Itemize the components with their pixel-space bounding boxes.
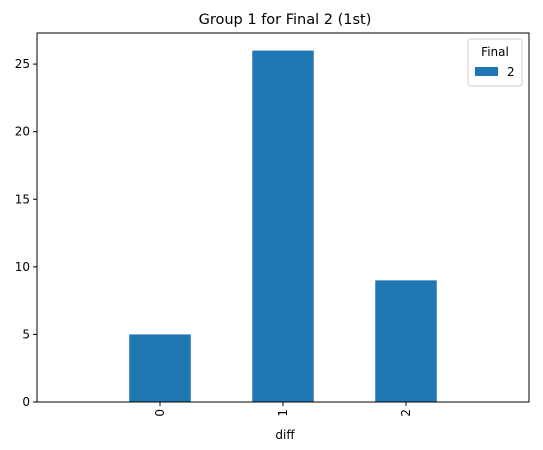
y-tick-label: 20	[15, 125, 30, 139]
x-tick-label: 2	[399, 409, 413, 417]
x-tick-label: 0	[153, 409, 167, 417]
bar-2	[375, 280, 437, 402]
y-tick-label: 0	[22, 395, 30, 409]
legend: Final 2	[467, 38, 523, 87]
legend-swatch	[475, 67, 498, 76]
bars-group	[129, 50, 437, 402]
y-tick-label: 5	[22, 327, 30, 341]
x-tick-label: 1	[276, 409, 290, 417]
x-ticks: 0 1 2	[153, 402, 413, 417]
legend-title: Final	[481, 45, 509, 59]
y-tick-label: 10	[15, 260, 30, 274]
y-tick-label: 15	[15, 192, 30, 206]
y-tick-label: 25	[15, 57, 30, 71]
bar-0	[129, 334, 191, 402]
legend-entry-label: 2	[507, 65, 515, 79]
x-axis-label: diff	[275, 428, 295, 442]
y-ticks: 0 5 10 15 20 25	[15, 57, 37, 409]
bar-1	[252, 50, 314, 402]
chart-title: Group 1 for Final 2 (1st)	[199, 12, 372, 28]
plot-frame	[36, 32, 530, 403]
